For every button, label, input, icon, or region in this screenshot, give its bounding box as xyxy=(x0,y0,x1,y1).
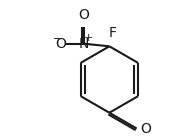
Text: O: O xyxy=(79,8,89,22)
Text: F: F xyxy=(109,26,117,40)
Text: +: + xyxy=(83,33,93,43)
Text: O: O xyxy=(140,122,151,136)
Text: N: N xyxy=(79,37,89,51)
Text: −: − xyxy=(53,34,62,44)
Text: O: O xyxy=(55,37,66,51)
